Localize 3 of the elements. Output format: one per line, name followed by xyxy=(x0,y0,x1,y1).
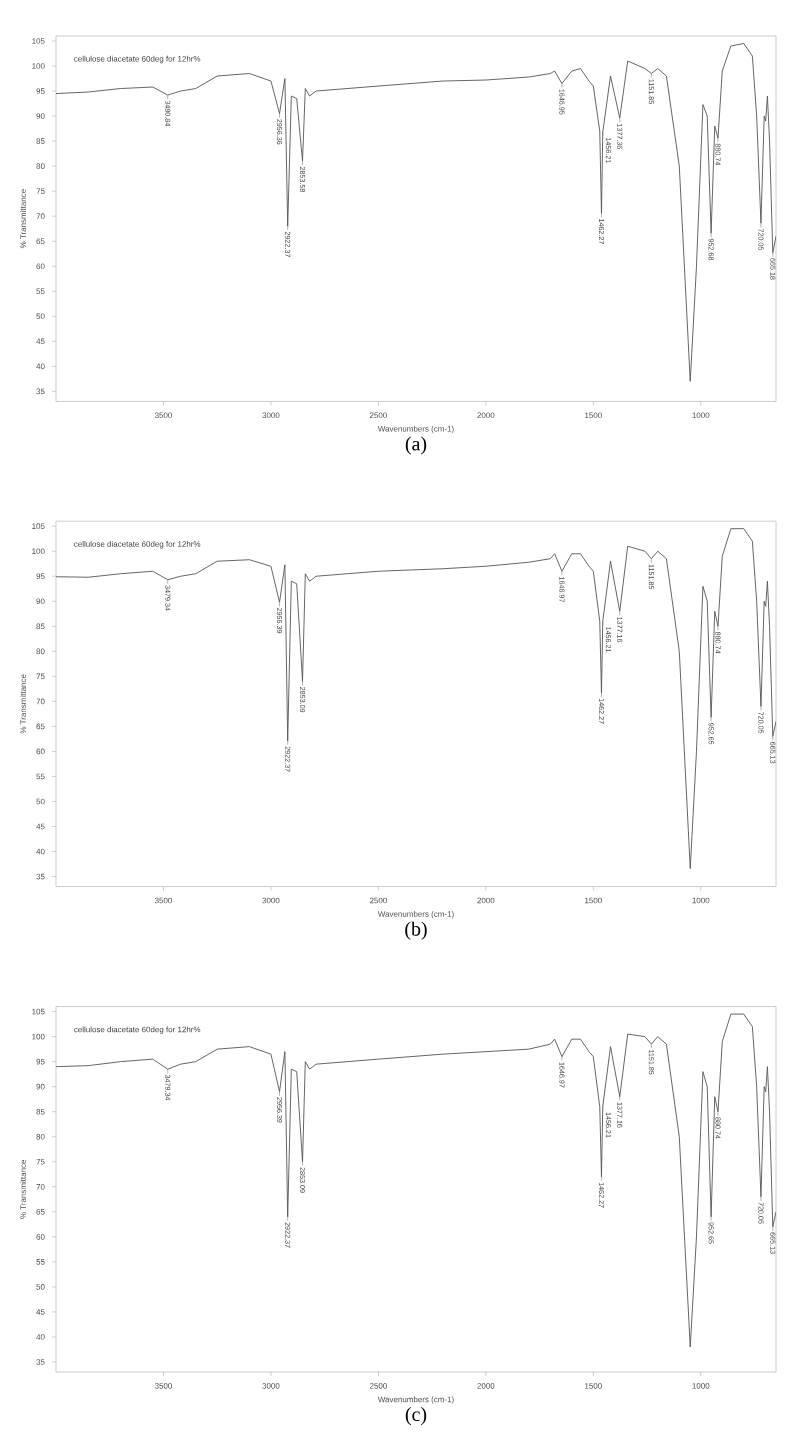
text: (c) xyxy=(405,1407,427,1426)
text: (b) xyxy=(405,921,427,940)
text: (a) xyxy=(405,436,427,455)
